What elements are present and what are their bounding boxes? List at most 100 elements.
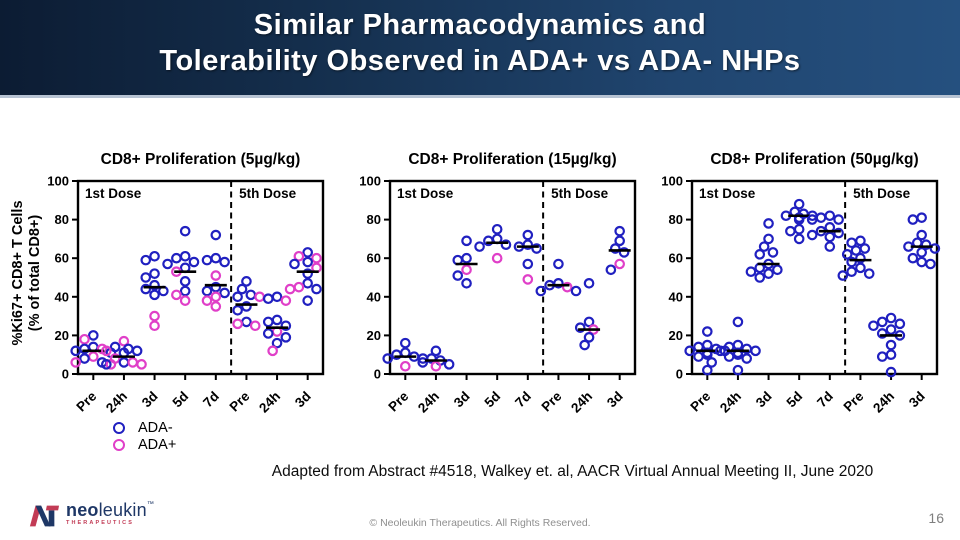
data-point-ada-negative <box>245 289 257 301</box>
data-point-ada-negative <box>925 258 936 270</box>
data-point-ada-negative <box>806 214 818 225</box>
data-point-ada-negative <box>574 322 586 333</box>
data-point-ada-negative <box>302 247 313 258</box>
data-point-ada-negative <box>70 345 82 357</box>
data-point-ada-positive <box>311 252 322 264</box>
x-tick-label: 24h <box>256 389 283 415</box>
data-point-ada-negative <box>793 233 805 245</box>
data-point-ada-negative <box>609 243 621 254</box>
data-point-ada-negative <box>311 283 322 295</box>
data-point-ada-negative <box>522 229 534 241</box>
data-point-ada-negative <box>262 316 274 328</box>
data-point-ada-positive <box>70 357 82 368</box>
data-point-ada-negative <box>280 332 292 343</box>
copyright-text: © Neoleukin Therapeutics. All Rights Res… <box>369 517 591 529</box>
data-point-ada-positive <box>210 301 222 312</box>
data-point-ada-negative <box>618 247 630 258</box>
data-point-ada-negative <box>614 235 625 247</box>
data-point-ada-negative <box>583 316 595 328</box>
y-tick-label: 100 <box>359 174 381 189</box>
y-tick-label: 20 <box>367 328 381 343</box>
data-point-ada-positive <box>267 345 278 357</box>
data-point-ada-negative <box>824 241 836 252</box>
slide-title-line1: Similar Pharmacodynamics and <box>253 9 707 41</box>
y-tick-label: 80 <box>55 212 69 227</box>
plot-frame <box>388 179 637 376</box>
data-point-ada-negative <box>763 218 774 229</box>
data-point-ada-positive <box>179 295 191 306</box>
data-point-ada-negative <box>236 283 248 295</box>
data-point-ada-negative <box>885 349 897 360</box>
data-point-ada-negative <box>461 277 472 289</box>
data-point-ada-negative <box>262 293 274 305</box>
data-point-ada-negative <box>149 268 160 279</box>
data-point-ada-positive <box>461 264 472 276</box>
chart-title: CD8+ Proliferation (5µg/kg) <box>101 151 301 168</box>
x-tick-label: 3d <box>451 389 473 411</box>
data-point-ada-negative <box>179 285 191 297</box>
data-point-ada-negative <box>302 268 313 279</box>
data-point-ada-negative <box>841 249 853 260</box>
data-point-ada-negative <box>605 264 617 276</box>
data-point-ada-negative <box>262 328 274 339</box>
data-point-ada-negative <box>210 252 222 264</box>
data-point-ada-negative <box>859 243 871 254</box>
slide-header: Similar Pharmacodynamics and Tolerabilit… <box>0 0 960 98</box>
x-tick-label: 3d <box>906 389 928 411</box>
data-point-ada-positive <box>280 295 292 306</box>
plot-frame <box>76 179 325 376</box>
data-point-ada-negative <box>833 214 844 225</box>
y-tick-label: 40 <box>367 289 381 304</box>
x-tick-label: Pre <box>73 388 99 414</box>
data-point-ada-negative <box>855 252 866 264</box>
data-point-ada-negative <box>210 229 222 241</box>
logo-text: neoleukin™ THERAPEUTICS <box>66 501 154 527</box>
data-point-ada-positive <box>109 353 121 364</box>
chart-cd8-proliferation-50ug: CD8+ Proliferation (50µg/kg) 0 20 40 60 80 100… <box>661 151 941 415</box>
y-tick-label: 100 <box>661 174 683 189</box>
data-point-ada-negative <box>693 351 704 362</box>
x-tick-label: 3d <box>604 389 626 411</box>
data-point-ada-positive <box>400 360 411 372</box>
data-point-ada-negative <box>483 235 494 247</box>
data-point-ada-negative <box>885 339 897 351</box>
data-point-ada-negative <box>715 345 726 357</box>
data-point-ada-negative <box>118 357 130 368</box>
y-tick-label: 0 <box>62 367 69 382</box>
data-point-ada-negative <box>289 258 300 270</box>
chart-title: CD8+ Proliferation (50µg/kg) <box>710 151 918 168</box>
data-point-ada-negative <box>452 270 464 281</box>
x-tick-label: Pre <box>539 388 565 414</box>
data-point-ada-negative <box>188 256 200 268</box>
section-label-5th-dose: 5th Dose <box>853 186 911 201</box>
x-tick-label: 5d <box>170 389 192 411</box>
data-point-ada-negative <box>101 359 112 370</box>
data-point-ada-negative <box>271 337 283 349</box>
data-point-ada-negative <box>868 320 879 332</box>
y-tick-label: 40 <box>55 289 69 304</box>
data-point-ada-negative <box>149 250 160 262</box>
data-point-ada-negative <box>219 287 230 299</box>
plot-frame <box>690 179 939 376</box>
y-tick-label: 60 <box>367 251 381 266</box>
data-point-ada-negative <box>758 241 770 252</box>
data-point-ada-positive <box>232 318 243 330</box>
x-tick-label: 7d <box>512 389 534 411</box>
data-point-ada-negative <box>535 285 547 297</box>
data-point-ada-negative <box>706 357 718 368</box>
y-tick-label: 80 <box>367 212 381 227</box>
data-point-ada-negative <box>201 254 213 266</box>
x-tick-label: Pre <box>841 388 867 414</box>
data-point-ada-negative <box>916 256 927 268</box>
data-point-ada-positive <box>101 345 112 357</box>
trademark-symbol: ™ <box>146 501 155 508</box>
x-tick-label: 24h <box>103 389 130 415</box>
data-point-ada-positive <box>79 333 90 345</box>
data-point-ada-positive <box>210 291 222 303</box>
data-point-ada-negative <box>741 353 753 364</box>
data-point-ada-negative <box>885 312 897 324</box>
data-point-ada-negative <box>837 270 849 281</box>
data-point-ada-negative <box>241 316 252 328</box>
data-point-ada-negative <box>907 252 919 264</box>
